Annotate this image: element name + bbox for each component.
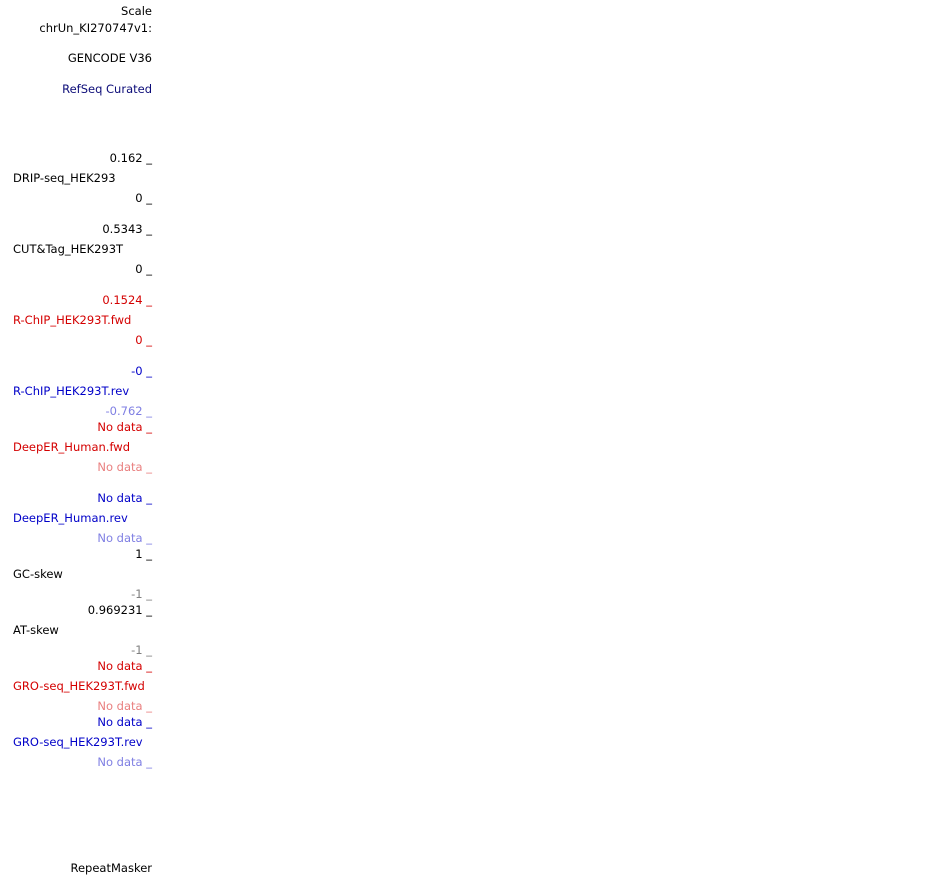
track-label-deeper-fwd[interactable]: DeepER_Human.fwd: [13, 440, 130, 454]
drip-seq-max-value: 0.162 _: [109, 151, 152, 165]
r-chip-rev-min-value: -0.762 _: [105, 404, 152, 418]
gro-seq-rev-max-value: No data _: [97, 715, 152, 729]
cut-tag-min-value: 0 _: [135, 262, 152, 276]
track-label-cut-tag[interactable]: CUT&Tag_HEK293T: [13, 242, 124, 256]
chromosome-label: chrUn_KI270747v1:: [39, 21, 152, 35]
deeper-rev-min-value: No data _: [97, 531, 152, 545]
track-label-drip-seq[interactable]: DRIP-seq_HEK293: [13, 171, 116, 185]
gc-skew-min-value: -1 _: [131, 587, 152, 601]
gro-seq-fwd-min-value: No data _: [97, 699, 152, 713]
track-label-gro-seq-rev[interactable]: GRO-seq_HEK293T.rev: [13, 735, 143, 749]
track-label-deeper-rev[interactable]: DeepER_Human.rev: [13, 511, 128, 525]
track-label-gencode[interactable]: GENCODE V36: [67, 51, 152, 65]
cut-tag-max-value: 0.5343 _: [102, 222, 152, 236]
gro-seq-rev-min-value: No data _: [97, 755, 152, 769]
gc-skew-max-value: 1 _: [135, 547, 152, 561]
deeper-rev-max-value: No data _: [97, 491, 152, 505]
track-label-r-chip-fwd[interactable]: R-ChIP_HEK293T.fwd: [13, 313, 132, 327]
track-label-gro-seq-fwd[interactable]: GRO-seq_HEK293T.fwd: [13, 679, 145, 693]
deeper-fwd-max-value: No data _: [97, 420, 152, 434]
track-label-r-chip-rev[interactable]: R-ChIP_HEK293T.rev: [13, 384, 130, 398]
r-chip-fwd-max-value: 0.1524 _: [102, 293, 152, 307]
scale-label[interactable]: Scale: [121, 4, 152, 18]
gro-seq-fwd-max-value: No data _: [97, 659, 152, 673]
track-label-repeatmasker[interactable]: RepeatMasker: [70, 861, 153, 875]
track-label-refseq-curated[interactable]: RefSeq Curated: [62, 82, 152, 96]
r-chip-rev-max-value: -0 _: [131, 364, 152, 378]
deeper-fwd-min-value: No data _: [97, 460, 152, 474]
at-skew-max-value: 0.969231 _: [87, 603, 152, 617]
at-skew-min-value: -1 _: [131, 643, 152, 657]
track-label-gc-skew[interactable]: GC-skew: [13, 567, 63, 581]
drip-seq-min-value: 0 _: [135, 191, 152, 205]
r-chip-fwd-min-value: 0 _: [135, 333, 152, 347]
track-label-at-skew[interactable]: AT-skew: [13, 623, 59, 637]
